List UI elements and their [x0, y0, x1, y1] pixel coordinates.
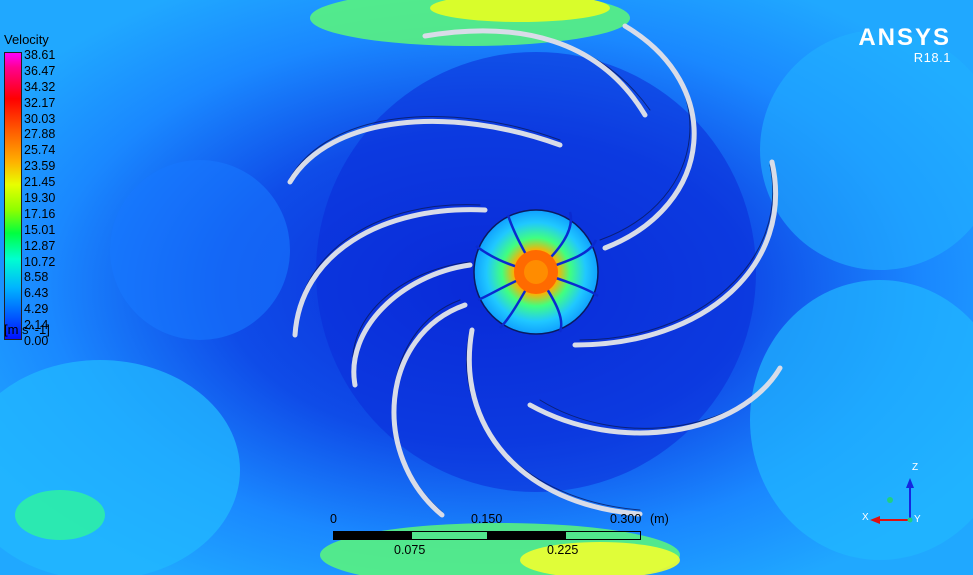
- x-axis-label: X: [862, 512, 869, 523]
- scale-bar: 0 0.150 0.300 (m) 0.075 0.225: [330, 510, 670, 560]
- scale-segment-4: [565, 531, 641, 540]
- brand-version: R18.1: [913, 50, 951, 65]
- legend-value: 25.74: [24, 143, 56, 158]
- blade-9: [351, 262, 473, 388]
- origin-dot: [907, 517, 913, 523]
- blade-2: [287, 118, 563, 185]
- x-axis-arrow: [870, 516, 880, 524]
- axis-triad: Z X Y: [858, 458, 928, 533]
- legend-value: 6.43: [24, 286, 49, 301]
- legend-color-bar: [4, 52, 22, 340]
- brand-name: ANSYS: [858, 24, 951, 51]
- y-axis-label: Y: [914, 514, 921, 525]
- scale-label-0225: 0.225: [547, 543, 579, 557]
- scale-label-0075: 0.075: [394, 543, 426, 557]
- blade-1: [422, 28, 648, 118]
- legend-value: 15.01: [24, 222, 56, 237]
- legend-title: Velocity: [4, 32, 49, 47]
- scale-segment-2: [411, 531, 488, 540]
- legend-value: 8.58: [24, 270, 49, 285]
- legend-value: 32.17: [24, 95, 56, 110]
- scale-label-0150: 0.150: [471, 512, 503, 526]
- ansys-logo: ANSYS R18.1: [858, 26, 951, 66]
- blade-8: [602, 23, 697, 251]
- legend-value: 12.87: [24, 238, 56, 253]
- legend-value: 27.88: [24, 127, 56, 142]
- velocity-legend: Velocity 38.61 36.47 34.32 32.17 30.03 27.88 2…: [4, 30, 84, 348]
- legend-value: 2.14: [24, 318, 49, 333]
- legend-value: 34.32: [24, 79, 56, 94]
- blade-6: [527, 365, 783, 436]
- blade-7: [572, 159, 779, 348]
- scale-segment-3: [488, 531, 565, 540]
- legend-value: 17.16: [24, 206, 56, 221]
- legend-value: 21.45: [24, 175, 56, 190]
- legend-value: 23.59: [24, 159, 56, 174]
- legend-value: 36.47: [24, 63, 56, 78]
- z-axis-label: Z: [912, 462, 919, 473]
- z-axis-arrow: [906, 478, 914, 488]
- blade-3: [292, 207, 488, 338]
- legend-value: 30.03: [24, 111, 56, 126]
- scale-segment-1: [333, 531, 411, 540]
- blade-4: [391, 302, 468, 518]
- legend-value: 10.72: [24, 254, 56, 269]
- scale-label-0300: 0.300: [610, 512, 642, 526]
- legend-value: 19.30: [24, 191, 56, 205]
- legend-unit: [m s^-1]: [4, 322, 50, 337]
- blade-5: [466, 327, 643, 517]
- y-axis-dot: [887, 497, 893, 503]
- scale-label-0: 0: [330, 512, 337, 526]
- scale-unit: (m): [650, 512, 669, 526]
- legend-value: 38.61: [24, 48, 56, 62]
- legend-value: 4.29: [24, 302, 49, 317]
- legend-value: 0.00: [24, 334, 49, 348]
